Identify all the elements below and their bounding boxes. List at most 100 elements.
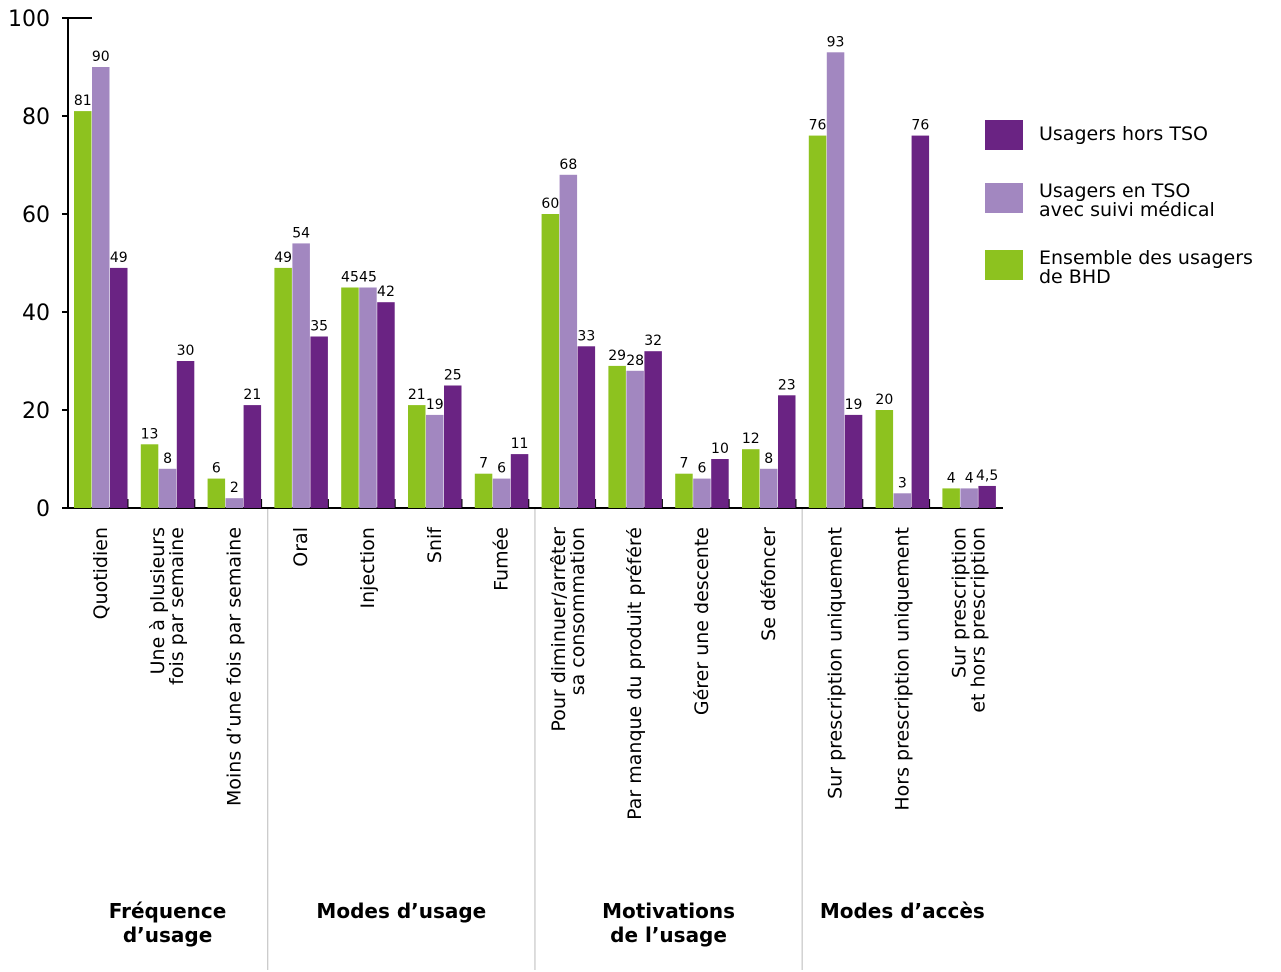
bar-ensemble bbox=[875, 410, 894, 508]
bar-ensemble bbox=[742, 449, 760, 508]
bar-value-label: 4 bbox=[965, 470, 974, 486]
bar-ensemble bbox=[140, 444, 159, 508]
bar-hors bbox=[243, 405, 262, 508]
category-label: Moins d’une fois par semaine bbox=[223, 527, 245, 806]
bar-value-label: 45 bbox=[359, 270, 377, 286]
bar-ensemble bbox=[474, 473, 493, 508]
bar-ensemble bbox=[207, 478, 226, 508]
bar-value-label: 19 bbox=[426, 397, 444, 413]
bar-hors bbox=[310, 336, 328, 508]
bar-value-label: 7 bbox=[679, 456, 688, 472]
bar-value-label: 13 bbox=[141, 426, 159, 442]
category-label: Sur prescription uniquement bbox=[825, 527, 847, 799]
category-label: Oral bbox=[290, 527, 312, 567]
bar-tso bbox=[559, 174, 578, 509]
bar-ensemble bbox=[408, 405, 426, 508]
y-tick-label: 80 bbox=[22, 105, 50, 130]
category-label: Par manque du produit préféré bbox=[624, 527, 646, 820]
y-tick-label: 100 bbox=[8, 7, 50, 32]
legend-label: Ensemble des usagers bbox=[1039, 247, 1253, 269]
legend-label: Usagers en TSO bbox=[1039, 180, 1190, 202]
category-label: Quotidien bbox=[90, 527, 112, 619]
bar-hors bbox=[176, 361, 195, 508]
legend-swatch-tso bbox=[985, 183, 1023, 213]
bar-hors bbox=[510, 454, 529, 508]
bar-value-label: 23 bbox=[778, 377, 796, 393]
bar-value-label: 20 bbox=[875, 392, 893, 408]
bar-value-label: 93 bbox=[827, 34, 845, 50]
category-label: Injection bbox=[357, 527, 379, 608]
bar-value-label: 30 bbox=[177, 343, 195, 359]
bar-hors bbox=[444, 385, 462, 508]
bar-value-label: 90 bbox=[92, 49, 110, 65]
bar-tso bbox=[292, 243, 310, 508]
category-label: fois par semaine bbox=[166, 527, 188, 685]
bar-value-label: 76 bbox=[809, 118, 827, 134]
bar-value-label: 42 bbox=[377, 284, 395, 300]
bar-ensemble bbox=[942, 488, 960, 508]
bar-tso bbox=[693, 478, 711, 508]
bar-value-label: 2 bbox=[230, 480, 239, 496]
bar-value-label: 49 bbox=[274, 250, 292, 266]
bar-value-label: 4,5 bbox=[976, 468, 998, 484]
legend-swatch-ensemble bbox=[985, 250, 1023, 280]
y-tick-label: 20 bbox=[22, 399, 50, 424]
bar-tso bbox=[359, 287, 377, 508]
bar-tso bbox=[893, 493, 912, 508]
y-tick-label: 60 bbox=[22, 203, 50, 228]
bar-hors bbox=[911, 135, 930, 508]
bar-value-label: 60 bbox=[541, 196, 559, 212]
category-label: Pour diminuer/arrêter bbox=[548, 527, 570, 732]
bar-tso bbox=[426, 414, 444, 508]
bar-value-label: 49 bbox=[110, 250, 128, 266]
bar-value-label: 3 bbox=[898, 475, 907, 491]
bar-value-label: 4 bbox=[947, 470, 956, 486]
bar-value-label: 45 bbox=[341, 270, 359, 286]
bar-value-label: 6 bbox=[212, 461, 221, 477]
category-label: et hors prescription bbox=[968, 527, 990, 713]
group-separators bbox=[267, 508, 803, 970]
bar-value-label: 8 bbox=[764, 451, 773, 467]
bar-hors bbox=[377, 302, 395, 508]
bar-ensemble bbox=[608, 365, 626, 508]
bar-hors bbox=[711, 459, 729, 508]
bar-value-label: 28 bbox=[626, 353, 644, 369]
legend-swatch-hors bbox=[985, 120, 1023, 150]
y-tick-label: 40 bbox=[22, 301, 50, 326]
bar-value-label: 10 bbox=[711, 441, 729, 457]
bar-value-label: 35 bbox=[310, 319, 328, 335]
bar-value-label: 21 bbox=[243, 387, 261, 403]
legend-label: de BHD bbox=[1039, 266, 1111, 288]
bar-value-label: 29 bbox=[608, 348, 626, 364]
bar-hors bbox=[844, 414, 863, 508]
bar-hors bbox=[577, 346, 596, 508]
group-label: Modes d’usage bbox=[316, 899, 486, 923]
bar-hors bbox=[778, 395, 796, 508]
group-label: Motivations bbox=[602, 899, 735, 923]
group-label: Fréquence bbox=[109, 899, 227, 923]
bar-value-label: 6 bbox=[497, 461, 506, 477]
bar-value-label: 8 bbox=[163, 451, 172, 467]
bar-value-label: 11 bbox=[511, 436, 529, 452]
bars bbox=[74, 52, 996, 509]
category-label: Snif bbox=[424, 526, 446, 563]
bar-tso bbox=[225, 498, 244, 508]
bar-value-label: 7 bbox=[479, 456, 488, 472]
group-label: Modes d’accès bbox=[820, 899, 985, 923]
category-label: Gérer une descente bbox=[691, 527, 713, 715]
y-tick-label: 0 bbox=[36, 497, 50, 522]
bar-tso bbox=[92, 67, 110, 508]
bar-value-label: 12 bbox=[742, 431, 760, 447]
bar-ensemble bbox=[74, 111, 92, 508]
bar-ensemble bbox=[274, 267, 292, 508]
group-label: d’usage bbox=[123, 923, 212, 947]
bar-value-label: 68 bbox=[559, 157, 577, 173]
bar-tso bbox=[158, 468, 177, 508]
bar-hors bbox=[644, 351, 662, 508]
bar-tso bbox=[760, 468, 778, 508]
